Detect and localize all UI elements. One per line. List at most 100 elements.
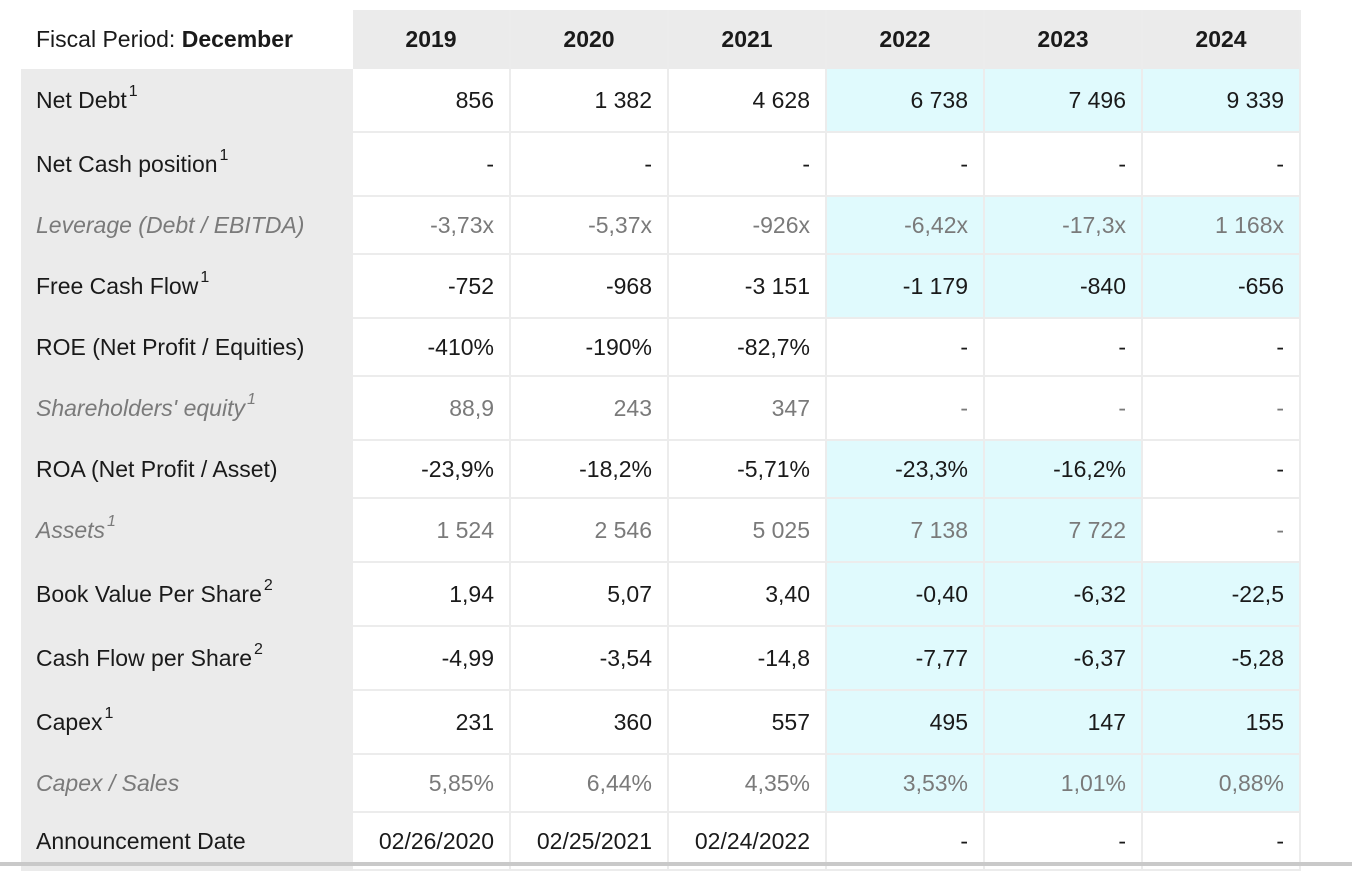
year-header: 2022 — [827, 10, 985, 69]
table-cell: 88,9 — [353, 377, 511, 441]
row-label: ROA (Net Profit / Asset) — [21, 441, 353, 499]
row-label-text: Shareholders' equity — [36, 394, 245, 421]
footnote-marker: 1 — [219, 146, 229, 164]
table-cell: -6,32 — [985, 563, 1143, 627]
fiscal-period-header: Fiscal Period: December — [21, 10, 353, 69]
table-cell: 147 — [985, 691, 1143, 755]
table-cell: 1 382 — [511, 69, 669, 133]
table-cell: 0,88% — [1143, 755, 1301, 813]
table-cell: -23,3% — [827, 441, 985, 499]
table-cell: - — [1143, 441, 1301, 499]
table-cell: - — [1143, 499, 1301, 563]
row-label-text: ROE (Net Profit / Equities) — [36, 333, 305, 360]
table-cell: 1,94 — [353, 563, 511, 627]
fiscal-period-label: Fiscal Period: — [36, 26, 176, 52]
table-cell: -5,37x — [511, 197, 669, 255]
table-row: Net Debt 1 856 1 382 4 628 6 738 7 496 9 339 — [21, 69, 1301, 133]
table-cell: 4 628 — [669, 69, 827, 133]
table-cell: - — [985, 133, 1143, 197]
table-cell: 1 524 — [353, 499, 511, 563]
year-header: 2023 — [985, 10, 1143, 69]
financial-table: Fiscal Period: December 2019 2020 2021 2… — [21, 10, 1301, 871]
table-cell: -3 151 — [669, 255, 827, 319]
table-cell: -926x — [669, 197, 827, 255]
table-cell: 4,35% — [669, 755, 827, 813]
table-cell: - — [1143, 319, 1301, 377]
table-cell: -6,37 — [985, 627, 1143, 691]
table-cell: - — [985, 377, 1143, 441]
table-cell: -840 — [985, 255, 1143, 319]
table-cell: -1 179 — [827, 255, 985, 319]
table-cell: -23,9% — [353, 441, 511, 499]
footnote-marker: 1 — [128, 82, 138, 100]
table-cell: - — [827, 813, 985, 871]
table-cell: 3,53% — [827, 755, 985, 813]
fiscal-period-value: December — [181, 26, 293, 52]
table-cell: -656 — [1143, 255, 1301, 319]
table-row: Leverage (Debt / EBITDA) -3,73x -5,37x -926… — [21, 197, 1301, 255]
row-label: Free Cash Flow 1 — [21, 255, 353, 319]
table-cell: -3,54 — [511, 627, 669, 691]
table-cell: - — [827, 377, 985, 441]
row-label: Capex / Sales — [21, 755, 353, 813]
table-cell: - — [827, 319, 985, 377]
row-label: Net Debt 1 — [21, 69, 353, 133]
table-cell: - — [511, 133, 669, 197]
row-label-text: Net Debt — [36, 86, 127, 113]
table-row: Book Value Per Share 2 1,94 5,07 3,40 -0,40 -6… — [21, 563, 1301, 627]
table-cell: 5,07 — [511, 563, 669, 627]
row-label: Leverage (Debt / EBITDA) — [21, 197, 353, 255]
row-label: Cash Flow per Share 2 — [21, 627, 353, 691]
table-cell: 243 — [511, 377, 669, 441]
table-row: Capex / Sales 5,85% 6,44% 4,35% 3,53% 1,01% 0,… — [21, 755, 1301, 813]
year-header: 2020 — [511, 10, 669, 69]
table-cell: 5 025 — [669, 499, 827, 563]
table-body: Net Debt 1 856 1 382 4 628 6 738 7 496 9 339 Net… — [21, 69, 1301, 871]
table-row: ROA (Net Profit / Asset) -23,9% -18,2% -5,7… — [21, 441, 1301, 499]
table-cell: -82,7% — [669, 319, 827, 377]
table-cell: 856 — [353, 69, 511, 133]
footnote-marker: 2 — [254, 640, 263, 658]
row-label-text: Leverage (Debt / EBITDA) — [36, 211, 305, 238]
table-row: Capex 1 231 360 557 495 147 155 — [21, 691, 1301, 755]
table-cell: -5,71% — [669, 441, 827, 499]
table-cell: - — [1143, 133, 1301, 197]
bottom-divider — [0, 862, 1352, 866]
table-cell: -7,77 — [827, 627, 985, 691]
table-cell: 7 496 — [985, 69, 1143, 133]
footnote-marker: 1 — [104, 704, 114, 722]
table-cell: - — [353, 133, 511, 197]
table-cell: - — [827, 133, 985, 197]
table-cell: -22,5 — [1143, 563, 1301, 627]
row-label-text: Free Cash Flow — [36, 272, 199, 299]
table-cell: -410% — [353, 319, 511, 377]
table-row: Free Cash Flow 1 -752 -968 -3 151 -1 179 -840-… — [21, 255, 1301, 319]
row-label: ROE (Net Profit / Equities) — [21, 319, 353, 377]
table-cell: -968 — [511, 255, 669, 319]
table-row: Cash Flow per Share 2 -4,99 -3,54 -14,8 -7,77… — [21, 627, 1301, 691]
table-row: Shareholders' equity 1 88,9 243 347- - - — [21, 377, 1301, 441]
table-row: Net Cash position 1- - - - - - — [21, 133, 1301, 197]
table-cell: 6,44% — [511, 755, 669, 813]
table-cell: 1 168x — [1143, 197, 1301, 255]
row-label-text: Cash Flow per Share — [36, 644, 253, 671]
table-cell: -16,2% — [985, 441, 1143, 499]
footnote-marker: 1 — [246, 390, 256, 408]
table-row: Assets 1 1 524 2 546 5 025 7 138 7 722- — [21, 499, 1301, 563]
table-cell: 231 — [353, 691, 511, 755]
row-label-text: Book Value Per Share — [36, 580, 262, 607]
row-label-text: Assets — [36, 516, 106, 543]
table-cell: -0,40 — [827, 563, 985, 627]
table-cell: - — [985, 813, 1143, 871]
table-cell: 155 — [1143, 691, 1301, 755]
table-cell: -6,42x — [827, 197, 985, 255]
footnote-marker: 1 — [107, 512, 116, 530]
year-header: 2021 — [669, 10, 827, 69]
table-cell: -14,8 — [669, 627, 827, 691]
table-cell: 7 722 — [985, 499, 1143, 563]
year-header: 2024 — [1143, 10, 1301, 69]
row-label-text: Capex / Sales — [36, 769, 180, 796]
header-row: Fiscal Period: December 2019 2020 2021 2… — [21, 10, 1301, 69]
year-header: 2019 — [353, 10, 511, 69]
table-row: ROE (Net Profit / Equities) -410% -190% -82… — [21, 319, 1301, 377]
